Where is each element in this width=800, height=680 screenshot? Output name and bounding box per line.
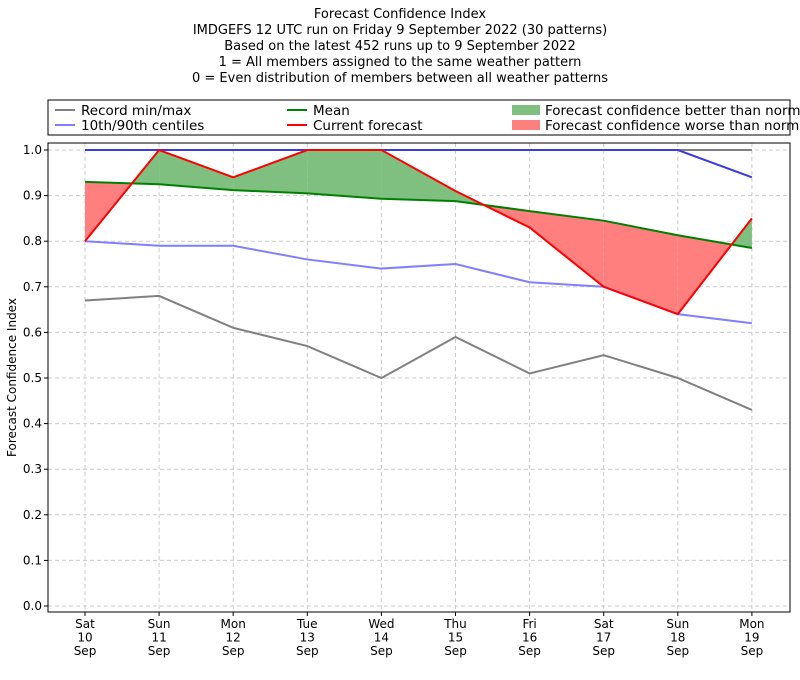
legend-label: 10th/90th centiles — [81, 118, 204, 134]
fill-worse-than-normal — [529, 211, 604, 287]
x-tick-label: Sep — [741, 644, 764, 658]
fill-better-than-normal — [381, 150, 456, 202]
y-tick-label: 0.5 — [23, 371, 42, 385]
y-tick-label: 0.8 — [23, 234, 42, 248]
x-tick-label: Sat — [594, 617, 614, 631]
legend-swatch — [512, 120, 540, 130]
x-tick-label: Sun — [148, 617, 171, 631]
x-tick-label: Sep — [666, 644, 689, 658]
y-tick-label: 0.7 — [23, 280, 42, 294]
x-tick-label: Mon — [739, 617, 764, 631]
y-axis-label: Forecast Confidence Index — [5, 298, 19, 457]
x-tick-label: Sep — [222, 644, 245, 658]
x-tick-label: 19 — [744, 631, 759, 645]
x-tick-label: Sep — [592, 644, 615, 658]
fill-worse-than-normal — [677, 235, 732, 315]
x-tick-label: Sep — [518, 644, 541, 658]
chart-title-line: Based on the latest 452 runs up to 9 Sep… — [224, 39, 575, 54]
legend-swatch — [512, 105, 540, 115]
x-tick-label: Sep — [370, 644, 393, 658]
fill-better-than-normal — [233, 150, 308, 194]
legend-label: Current forecast — [313, 118, 423, 134]
current-forecast-line — [84, 148, 753, 316]
mean-line — [84, 180, 753, 250]
x-tick-label: Sep — [444, 644, 467, 658]
x-tick-label: 12 — [226, 631, 241, 645]
legend-box — [47, 99, 791, 136]
p90-line — [85, 149, 753, 179]
x-tick-label: Tue — [296, 617, 318, 631]
x-tick-label: Sep — [148, 644, 171, 658]
y-tick-label: 0.2 — [23, 508, 42, 522]
x-tick-label: 13 — [300, 631, 315, 645]
chart-title-line: Forecast Confidence Index — [314, 7, 486, 22]
x-tick-label: 17 — [596, 631, 611, 645]
x-tick-label: 16 — [522, 631, 537, 645]
x-tick-label: Mon — [221, 617, 246, 631]
chart-title-line: IMDGEFS 12 UTC run on Friday 9 September… — [193, 23, 607, 38]
y-tick-label: 0.9 — [23, 189, 42, 203]
x-tick-label: Sep — [74, 644, 97, 658]
fill-better-than-normal — [307, 150, 382, 199]
y-tick-label: 1.0 — [23, 143, 42, 157]
x-tick-label: Thu — [443, 617, 467, 631]
fill-worse-than-normal — [603, 220, 678, 315]
y-tick-label: 0.3 — [23, 462, 42, 476]
x-tick-label: 15 — [448, 631, 463, 645]
plot-frame — [47, 142, 791, 613]
y-tick-label: 0.0 — [23, 599, 42, 613]
chart-title-line: 0 = Even distribution of members between… — [192, 71, 608, 86]
x-tick-label: Sun — [666, 617, 689, 631]
y-tick-label: 0.1 — [23, 553, 42, 567]
x-tick-label: 18 — [670, 631, 685, 645]
x-tick-label: Sat — [75, 617, 95, 631]
legend-label: Mean — [313, 103, 350, 119]
fill-better-than-normal — [159, 150, 234, 191]
y-tick-label: 0.4 — [23, 417, 42, 431]
x-tick-label: Sep — [296, 644, 319, 658]
legend-label: Forecast confidence better than normal — [545, 103, 800, 119]
y-tick-label: 0.6 — [23, 325, 42, 339]
legend-label: Record min/max — [81, 103, 191, 119]
x-tick-label: 10 — [77, 631, 92, 645]
record-min-line — [84, 294, 753, 411]
x-tick-label: 11 — [151, 631, 166, 645]
chart-title-line: 1 = All members assigned to the same wea… — [219, 55, 582, 70]
legend-label: Forecast confidence worse than normal — [545, 118, 800, 134]
x-tick-label: Wed — [368, 617, 394, 631]
x-tick-label: 14 — [374, 631, 389, 645]
x-tick-label: Fri — [522, 617, 536, 631]
